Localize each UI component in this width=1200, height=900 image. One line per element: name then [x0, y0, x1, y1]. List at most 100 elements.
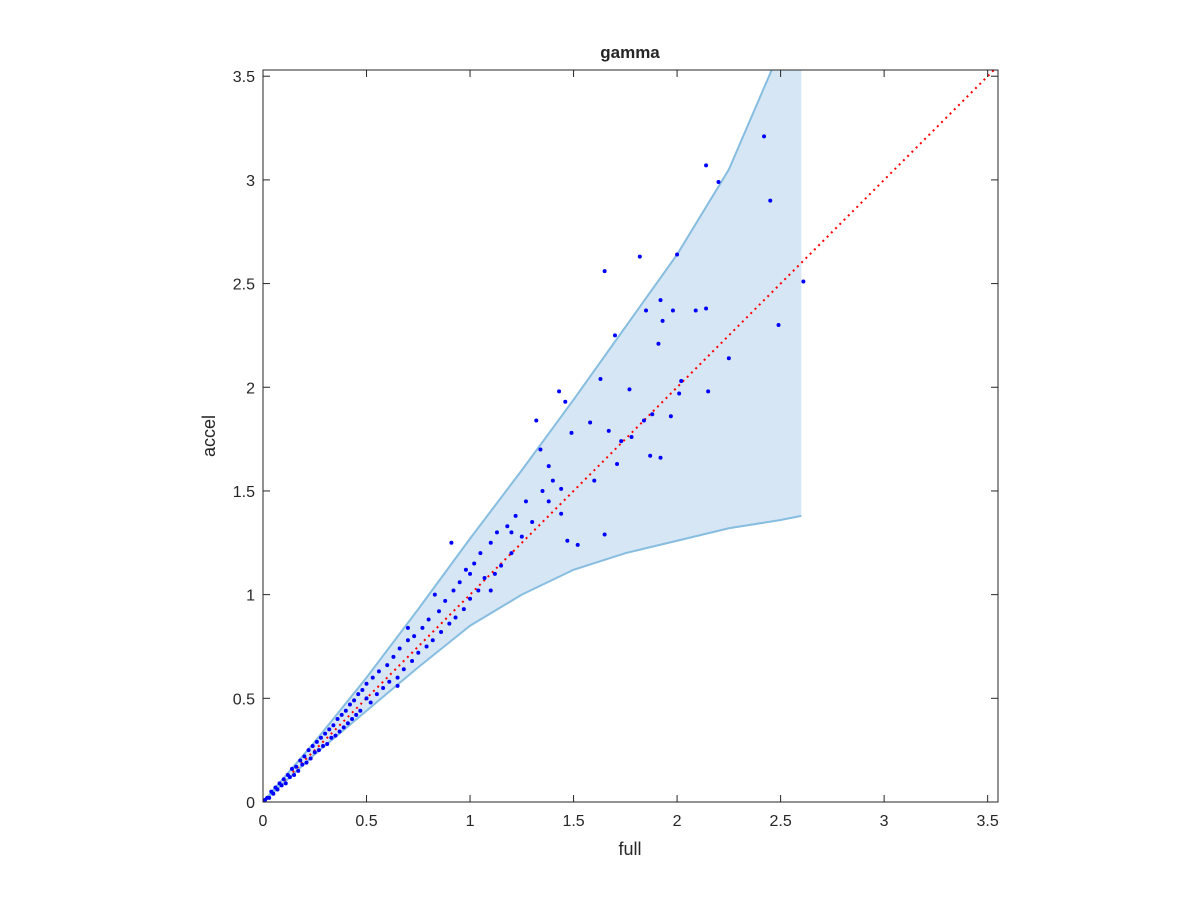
point	[627, 387, 632, 392]
point	[606, 428, 611, 433]
y-tick-label: 2.5	[233, 277, 255, 294]
point	[381, 685, 386, 690]
point	[716, 179, 721, 184]
x-tick-label: 3	[880, 813, 889, 830]
point	[679, 379, 684, 384]
point	[488, 588, 493, 593]
point	[412, 634, 417, 639]
point	[629, 435, 634, 440]
y-tick-label: 0.5	[233, 691, 255, 708]
point	[360, 688, 365, 693]
point	[397, 646, 402, 651]
point	[612, 333, 617, 338]
point	[534, 418, 539, 423]
point	[658, 455, 663, 460]
point	[668, 414, 673, 419]
point	[648, 453, 653, 458]
point	[519, 534, 524, 539]
point	[557, 389, 562, 394]
point	[619, 439, 624, 444]
point	[287, 775, 292, 780]
point	[306, 748, 311, 753]
point	[602, 269, 607, 274]
point	[670, 308, 675, 313]
point	[321, 744, 326, 749]
point	[432, 592, 437, 597]
chart-title: gamma	[600, 43, 660, 62]
point	[530, 520, 535, 525]
point	[565, 538, 570, 543]
point	[468, 571, 473, 576]
point	[308, 756, 313, 761]
point	[453, 615, 458, 620]
point	[801, 279, 806, 284]
x-tick-label: 1	[466, 813, 475, 830]
point	[588, 420, 593, 425]
point	[499, 563, 504, 568]
point	[335, 717, 340, 722]
point	[704, 163, 709, 168]
point	[494, 530, 499, 535]
point	[726, 356, 731, 361]
point	[314, 739, 319, 744]
point	[598, 376, 603, 381]
point	[376, 669, 381, 674]
point	[447, 621, 452, 626]
point	[387, 679, 392, 684]
point	[374, 692, 379, 697]
point	[704, 306, 709, 311]
point	[644, 308, 649, 313]
band-fill	[263, 70, 802, 802]
point	[677, 391, 682, 396]
point	[463, 567, 468, 572]
point	[325, 741, 330, 746]
point	[391, 654, 396, 659]
point	[569, 430, 574, 435]
point	[337, 729, 342, 734]
point	[370, 675, 375, 680]
point	[550, 478, 555, 483]
point	[602, 532, 607, 537]
point	[364, 696, 369, 701]
point	[443, 598, 448, 603]
x-tick-label: 0.5	[355, 813, 377, 830]
point	[559, 511, 564, 516]
point	[575, 542, 580, 547]
band-upper	[263, 70, 773, 802]
point	[364, 681, 369, 686]
point	[563, 399, 568, 404]
identity-line	[263, 70, 996, 802]
point	[660, 318, 665, 323]
point	[318, 735, 323, 740]
point	[478, 551, 483, 556]
point	[675, 252, 680, 257]
point	[405, 625, 410, 630]
point	[641, 418, 646, 423]
point	[449, 540, 454, 545]
x-tick-label: 2.5	[769, 813, 791, 830]
y-tick-label: 3.5	[233, 69, 255, 86]
point	[283, 781, 288, 786]
band-lower	[263, 514, 802, 802]
point	[457, 580, 462, 585]
x-tick-label: 1.5	[562, 813, 584, 830]
axes-box	[262, 69, 999, 803]
point	[513, 513, 518, 518]
point	[538, 447, 543, 452]
point	[316, 748, 321, 753]
y-tick-label: 0	[246, 795, 255, 812]
point	[350, 717, 355, 722]
point	[275, 787, 280, 792]
point	[354, 712, 359, 717]
point	[461, 607, 466, 612]
point	[327, 727, 332, 732]
point	[298, 758, 303, 763]
point	[540, 488, 545, 493]
point	[352, 698, 357, 703]
point	[509, 551, 514, 556]
point	[333, 733, 338, 738]
point	[776, 323, 781, 328]
point	[762, 134, 767, 139]
point	[345, 721, 350, 726]
